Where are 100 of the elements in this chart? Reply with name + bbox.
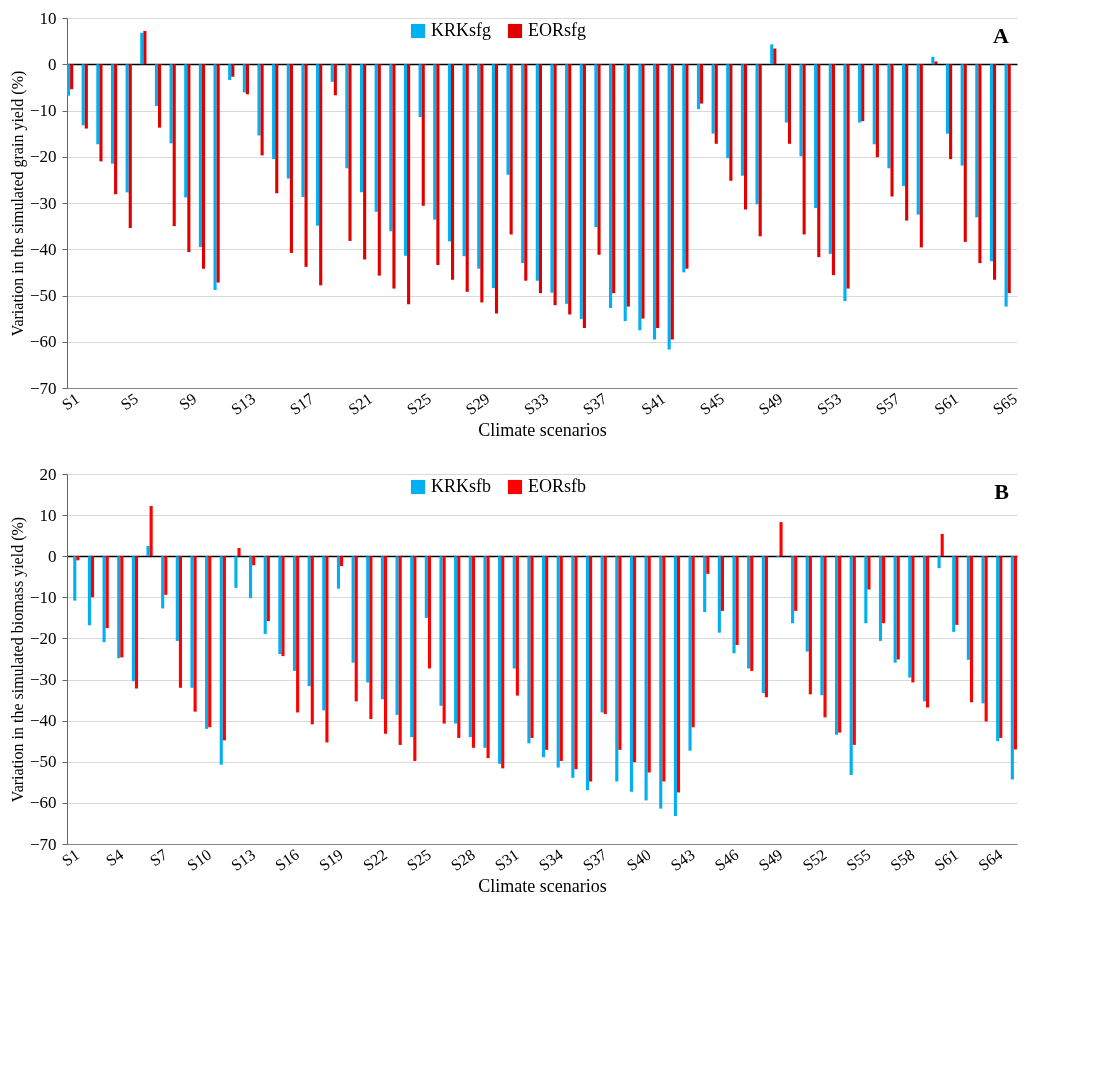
bar <box>714 64 718 144</box>
bar <box>418 64 422 117</box>
y-tick-label: −20 <box>29 147 57 167</box>
bar <box>761 556 765 694</box>
bar <box>717 556 721 633</box>
bar <box>345 64 349 169</box>
bar <box>685 64 689 269</box>
bar <box>289 64 293 253</box>
bar <box>149 506 153 557</box>
bar <box>527 556 531 744</box>
legend-label: KRKsfg <box>431 20 492 40</box>
bar <box>480 64 484 303</box>
bar <box>556 556 560 768</box>
bar <box>340 556 344 567</box>
bar <box>755 64 759 205</box>
bar <box>867 556 871 590</box>
bar <box>410 556 414 738</box>
y-axis-title: Variation in the simulated grain yield (%) <box>8 70 27 337</box>
x-tick-label: S13 <box>228 845 259 874</box>
bar <box>477 64 481 269</box>
x-tick-label: S10 <box>184 845 215 874</box>
bar <box>187 64 191 253</box>
x-tick-label: S25 <box>403 389 434 418</box>
y-tick-label: −50 <box>29 752 57 772</box>
bar <box>252 556 256 566</box>
bar <box>245 64 250 95</box>
bar <box>468 556 472 738</box>
x-tick-label: S17 <box>286 389 317 418</box>
bar <box>641 64 645 319</box>
bar <box>427 556 432 669</box>
bar <box>128 64 132 228</box>
bar <box>322 556 326 711</box>
y-tick-label: 20 <box>39 464 57 484</box>
bar <box>164 556 168 595</box>
bar <box>491 64 495 289</box>
bar <box>805 556 809 652</box>
bar <box>852 556 856 745</box>
x-tick-label: S9 <box>176 389 200 414</box>
y-tick-label: −10 <box>29 587 57 607</box>
bar <box>597 64 601 255</box>
bar <box>219 556 223 765</box>
bar <box>565 64 569 304</box>
y-tick-label: 10 <box>39 505 57 525</box>
bar <box>201 64 206 269</box>
legend-label: KRKsfb <box>431 476 492 496</box>
bar <box>304 64 308 267</box>
bar <box>249 556 253 599</box>
bar <box>831 64 835 276</box>
bar <box>925 556 930 708</box>
bar <box>618 556 622 750</box>
x-tick-label: S25 <box>403 845 434 874</box>
bar <box>743 64 748 210</box>
bar <box>662 556 666 782</box>
bar <box>817 64 821 258</box>
y-tick-label: −40 <box>29 239 57 259</box>
bar <box>978 64 982 264</box>
bar <box>626 64 630 307</box>
x-tick-label: S13 <box>228 389 259 418</box>
bar <box>263 556 267 634</box>
bar <box>911 556 915 683</box>
bar <box>257 64 261 136</box>
bar <box>989 64 994 262</box>
bar <box>407 64 411 305</box>
bar <box>301 64 305 197</box>
y-tick-label: −30 <box>29 193 57 213</box>
bar <box>682 64 686 273</box>
bar <box>814 64 818 209</box>
x-tick-label: S21 <box>345 389 376 418</box>
bar <box>740 64 744 176</box>
bar <box>999 556 1003 738</box>
y-tick-label: 0 <box>48 54 57 74</box>
bar <box>114 64 118 195</box>
bar <box>638 64 642 331</box>
bar <box>834 556 839 735</box>
bar <box>615 556 619 782</box>
bar <box>369 556 373 720</box>
bar <box>67 64 71 96</box>
bar <box>975 64 979 218</box>
bar <box>363 64 367 260</box>
bar <box>395 556 399 715</box>
bar <box>193 556 197 712</box>
bar <box>521 64 525 264</box>
bar <box>940 534 944 557</box>
bar <box>981 556 985 704</box>
bar <box>688 556 692 751</box>
bar <box>846 64 850 289</box>
bar <box>454 556 458 724</box>
x-tick-label: S58 <box>887 845 918 874</box>
bar <box>794 556 798 611</box>
bar <box>779 522 783 557</box>
bar <box>515 556 519 696</box>
bar <box>310 556 314 725</box>
bar <box>1004 64 1008 307</box>
bar <box>190 556 194 688</box>
bar <box>969 556 974 703</box>
x-axis-title: Climate scenarios <box>478 419 607 440</box>
y-tick-label: −50 <box>29 286 57 305</box>
bar <box>711 64 715 134</box>
bar <box>234 556 238 588</box>
bar <box>553 64 557 306</box>
